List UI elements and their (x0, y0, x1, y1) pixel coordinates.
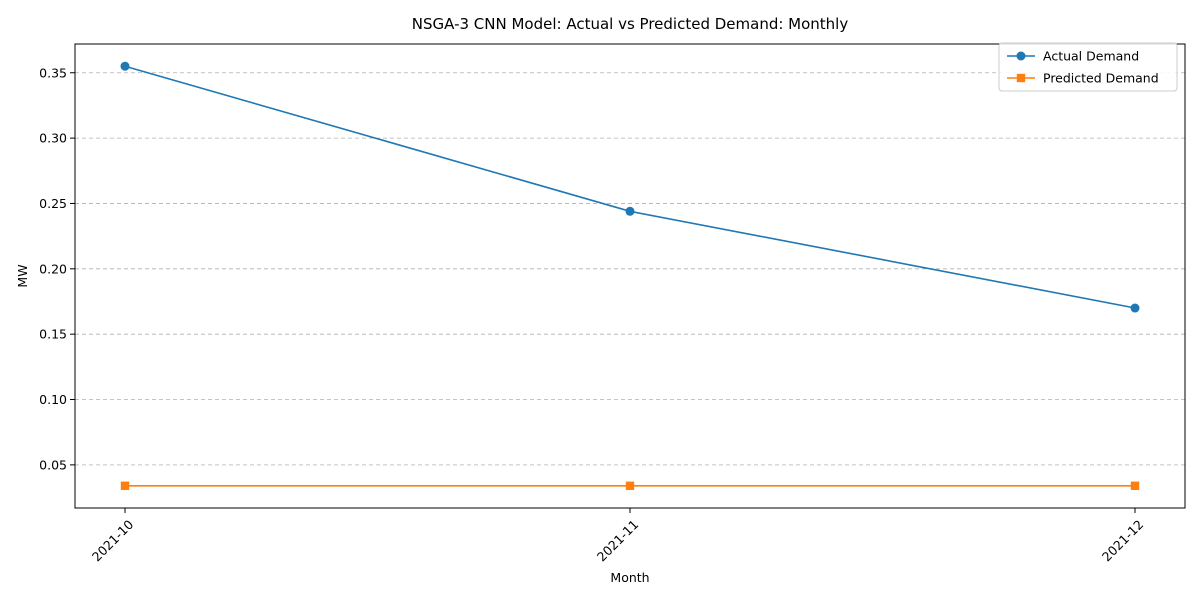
data-point (120, 481, 130, 490)
y-tick-label: 0.35 (39, 65, 67, 80)
chart-title: NSGA-3 CNN Model: Actual vs Predicted De… (412, 15, 849, 33)
y-axis-label: MW (15, 264, 30, 287)
y-tick-label: 0.10 (39, 392, 67, 407)
legend-marker (1016, 51, 1026, 61)
y-tick-label: 0.05 (39, 457, 67, 472)
data-point (1130, 481, 1140, 490)
y-tick-label: 0.15 (39, 327, 67, 342)
legend-label: Predicted Demand (1043, 71, 1159, 86)
legend-marker (1016, 73, 1026, 83)
data-point (625, 481, 635, 490)
y-axis: 0.05 0.10 0.15 0.20 0.25 0.30 0.35 (39, 65, 75, 472)
legend: Actual Demand Predicted Demand (998, 42, 1178, 92)
series-group (120, 61, 1140, 490)
data-point (120, 61, 130, 71)
legend-box (998, 42, 1178, 92)
data-point (625, 206, 635, 216)
y-tick-label: 0.30 (39, 131, 67, 146)
y-tick-label: 0.20 (39, 261, 67, 276)
y-tick-label: 0.25 (39, 196, 67, 211)
legend-label: Actual Demand (1043, 49, 1139, 64)
x-axis-label: Month (610, 570, 649, 585)
data-point (1130, 303, 1140, 313)
